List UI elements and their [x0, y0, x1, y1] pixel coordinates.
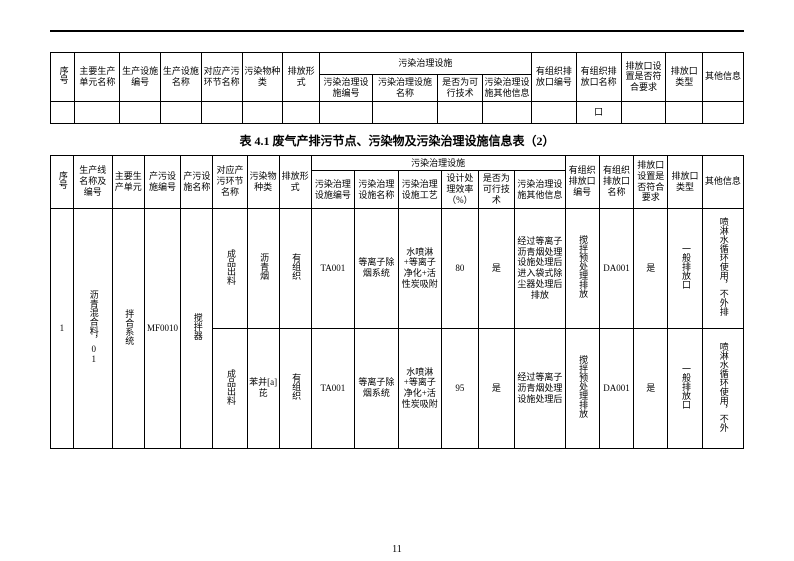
- h2-unit: 主要生产单元: [112, 155, 144, 208]
- h-feasible: 是否为可行技术: [438, 75, 483, 102]
- h2-req: 排放口设置是否符合要求: [634, 155, 668, 208]
- h2-node: 对应产污环节名称: [213, 155, 247, 208]
- cell-req: 是: [634, 328, 668, 448]
- h2-tproc: 污染治理设施工艺: [398, 171, 441, 208]
- h2-tother: 污染治理设施其他信息: [515, 171, 565, 208]
- h2-type: 排放口类型: [668, 155, 702, 208]
- cell-pfname: 搅拌器: [181, 208, 213, 448]
- cell-orgname: DA001: [599, 328, 633, 448]
- h2-orgname: 有组织排放口名称: [599, 155, 633, 208]
- cell-other: 喷淋水循环使用，不外排: [702, 208, 743, 328]
- header-rule: [50, 30, 744, 32]
- cell-tcode: TA001: [311, 208, 354, 328]
- h-ptype: 污染物种类: [242, 53, 283, 102]
- h2-other: 其他信息: [702, 155, 743, 208]
- cell-tother: 经过等离子沥青烟处理设施处理后: [515, 328, 565, 448]
- cell-tname: 等离子除烟系统: [355, 208, 398, 328]
- h-form: 排放形式: [283, 53, 320, 102]
- h-type: 排放口类型: [666, 53, 703, 102]
- h2-seq: 序号: [51, 155, 74, 208]
- table-caption: 表 4.1 废气产排污节点、污染物及污染治理设施信息表（2）: [50, 132, 744, 149]
- cell-eff: 95: [442, 328, 479, 448]
- h2-feas: 是否为可行技术: [478, 171, 515, 208]
- cell-orgname: DA001: [599, 208, 633, 328]
- h-orgname: 有组织排放口名称: [576, 53, 621, 102]
- h2-eff: 设计处理效率（%）: [442, 171, 479, 208]
- h-req: 排放口设置是否符合要求: [621, 53, 666, 102]
- h-tother: 污染治理设施其他信息: [482, 75, 531, 102]
- cell-node: 成品出料: [213, 208, 247, 328]
- table-row: 口: [51, 101, 744, 123]
- cell-empty: 口: [576, 101, 621, 123]
- cell-form: 有组织: [279, 208, 311, 328]
- h2-tcode: 污染治理设施编号: [311, 171, 354, 208]
- h-tcode: 污染治理设施编号: [319, 75, 372, 102]
- cell-other: 喷淋水循环使用，不外: [702, 328, 743, 448]
- table-1: 序号 主要生产单元名称 生产设施编号 生产设施名称 对应产污环节名称 污染物种类…: [50, 52, 744, 124]
- h-node: 对应产污环节名称: [201, 53, 242, 102]
- h2-tname: 污染治理设施名称: [355, 171, 398, 208]
- cell-unit: 拌合系统: [112, 208, 144, 448]
- h2-poll: 污染物种类: [247, 155, 279, 208]
- h-unit: 主要生产单元名称: [75, 53, 120, 102]
- cell-type: 一般排放口: [668, 328, 702, 448]
- h2-treat-group: 污染治理设施: [311, 155, 565, 171]
- cell-line: 沥青混合料，01: [73, 208, 112, 448]
- page-number: 11: [0, 544, 794, 555]
- h2-pfname: 产污设施名称: [181, 155, 213, 208]
- cell-form: 有组织: [279, 328, 311, 448]
- cell-pfcode: MF0010: [144, 208, 181, 448]
- cell-tproc: 水喷淋+等离子净化+活性炭吸附: [398, 208, 441, 328]
- h-treat-group: 污染治理设施: [319, 53, 531, 75]
- cell-orgcode: 搅拌预处理排放: [565, 208, 599, 328]
- h-tname: 污染治理设施名称: [372, 75, 437, 102]
- cell-type: 一般排放口: [668, 208, 702, 328]
- cell-seq: 1: [51, 208, 74, 448]
- cell-orgcode: 搅拌预处理排放: [565, 328, 599, 448]
- cell-poll: 沥青烟: [247, 208, 279, 328]
- h-fcode: 生产设施编号: [120, 53, 161, 102]
- cell-node: 成品出料: [213, 328, 247, 448]
- h2-line: 生产线名称及编号: [73, 155, 112, 208]
- cell-tproc: 水喷淋+等离子净化+活性炭吸附: [398, 328, 441, 448]
- cell-eff: 80: [442, 208, 479, 328]
- table-2: 序号 生产线名称及编号 主要生产单元 产污设施编号 产污设施名称 对应产污环节名…: [50, 155, 744, 449]
- cell-tother: 经过等离子沥青烟处理设施处理后进入袋式除尘器处理后排放: [515, 208, 565, 328]
- h-seq: 序号: [51, 53, 75, 102]
- h-other: 其他信息: [703, 53, 744, 102]
- cell-tname: 等离子除烟系统: [355, 328, 398, 448]
- h2-form: 排放形式: [279, 155, 311, 208]
- cell-poll: 苯并[a]芘: [247, 328, 279, 448]
- cell-req: 是: [634, 208, 668, 328]
- cell-feas: 是: [478, 328, 515, 448]
- h-fname: 生产设施名称: [161, 53, 202, 102]
- h-orgcode: 有组织排放口编号: [531, 53, 576, 102]
- cell-feas: 是: [478, 208, 515, 328]
- cell-tcode: TA001: [311, 328, 354, 448]
- h2-orgcode: 有组织排放口编号: [565, 155, 599, 208]
- table-row: 1 沥青混合料，01 拌合系统 MF0010 搅拌器 成品出料 沥青烟 有组织 …: [51, 208, 744, 328]
- h2-pfcode: 产污设施编号: [144, 155, 181, 208]
